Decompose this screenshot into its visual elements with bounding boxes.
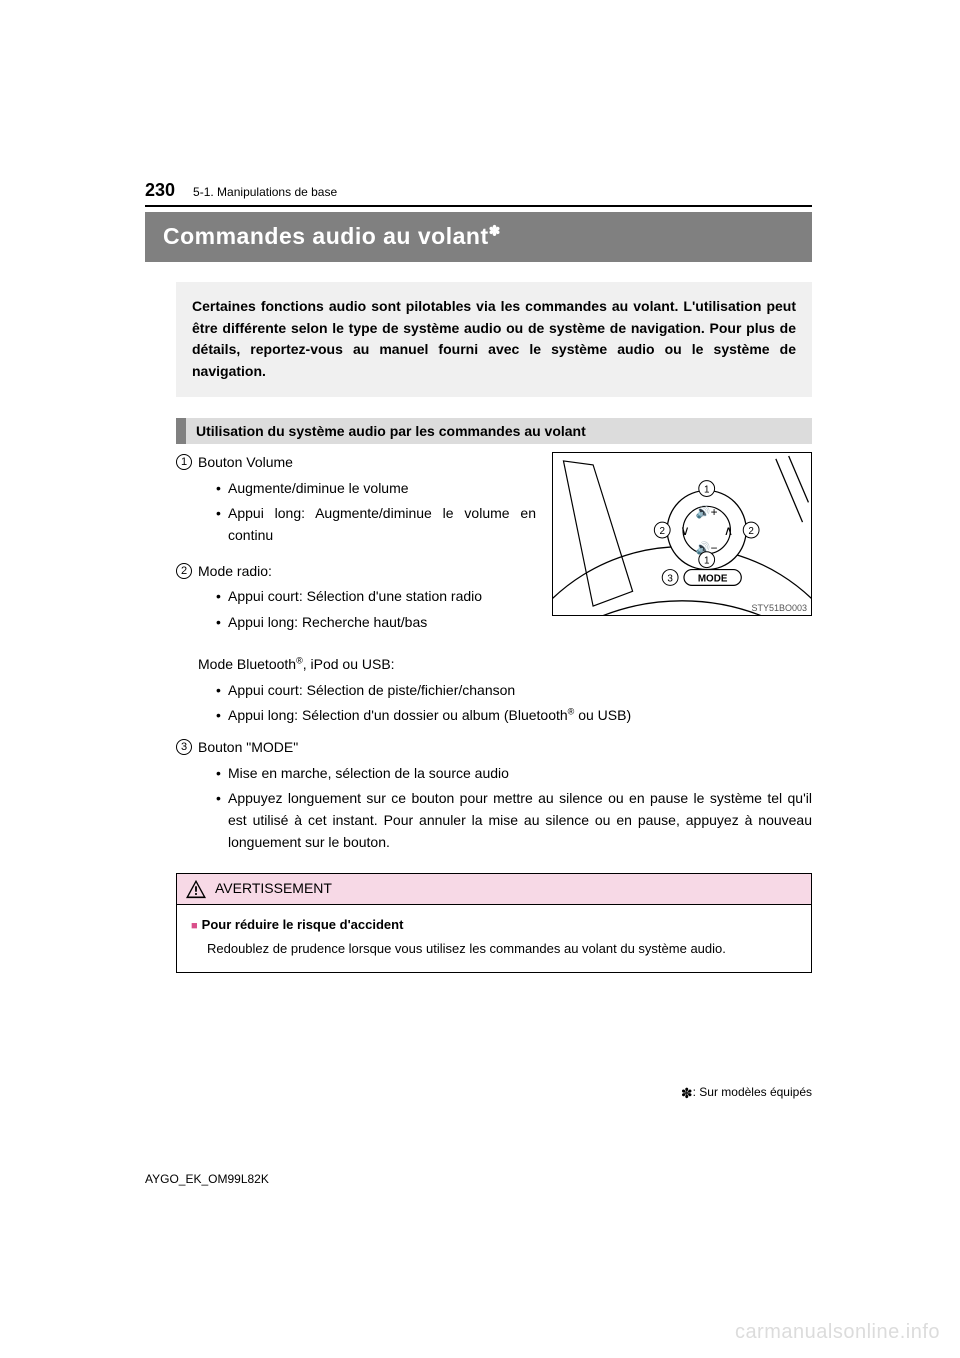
item-2-title: Mode radio: (198, 561, 536, 583)
footnote-asterisk: ✽ (681, 1085, 693, 1101)
chevron-down-icon: ∨ (680, 523, 689, 538)
figure-code: STY51BO003 (751, 603, 807, 613)
item-3-number: 3 (176, 739, 192, 755)
warning-icon (185, 879, 207, 899)
item-1-b1: Augmente/diminue le volume (216, 478, 536, 500)
steering-wheel-figure: 🔊+ 🔊− ∨ ∧ MODE 1 1 2 2 (553, 453, 811, 615)
bt-suffix: , iPod ou USB: (303, 656, 395, 672)
item-2-bt-line: Mode Bluetooth®, iPod ou USB: (198, 654, 812, 676)
item-3-bullets: Mise en marche, sélection de la source a… (198, 763, 812, 854)
document-code: AYGO_EK_OM99L82K (145, 1172, 269, 1186)
item-1-b2: Appui long: Augmente/diminue le volume e… (216, 503, 536, 546)
item-2-b4: Appui long: Sélection d'un dossier ou al… (216, 705, 812, 727)
reg-mark-1: ® (296, 655, 303, 665)
item-1-number: 1 (176, 454, 192, 470)
callout-1-top: 1 (704, 485, 709, 496)
item-3-title: Bouton "MODE" (198, 737, 812, 759)
footnote: ✽: Sur modèles équipés (681, 1085, 812, 1102)
title-label: Commandes audio au volant (163, 223, 489, 249)
two-col: 1 Bouton Volume Augmente/diminue le volu… (176, 452, 812, 648)
warning-body: ■ Pour réduire le risque d'accident Redou… (177, 905, 811, 972)
subhead-bar: Utilisation du système audio par les com… (176, 418, 812, 444)
body-area: 1 Bouton Volume Augmente/diminue le volu… (176, 452, 812, 973)
bt-prefix: Mode Bluetooth (198, 656, 296, 672)
item-2-b2: Appui long: Recherche haut/bas (216, 612, 536, 634)
item-3-b1: Mise en marche, sélection de la source a… (216, 763, 812, 785)
item-2-b3: Appui court: Sélection de piste/fichier/… (216, 680, 812, 702)
title-text: Commandes audio au volant✽ (163, 223, 501, 249)
intro-box: Certaines fonctions audio sont pilotable… (176, 282, 812, 397)
footnote-text: : Sur modèles équipés (693, 1085, 812, 1099)
item-2-body: Mode radio: Appui court: Sélection d'une… (198, 561, 536, 644)
item-2-bullets-b: Appui court: Sélection de piste/fichier/… (176, 680, 812, 727)
header-row: 230 5-1. Manipulations de base (145, 180, 812, 207)
vol-plus-icon: 🔊+ (696, 504, 718, 519)
warning-text: Redoublez de prudence lorsque vous utili… (207, 939, 797, 959)
item-1-body: Bouton Volume Augmente/diminue le volume… (198, 452, 536, 557)
callout-2-left: 2 (660, 526, 665, 537)
text-col-left: 1 Bouton Volume Augmente/diminue le volu… (176, 452, 536, 648)
warning-subtitle: Pour réduire le risque d'accident (202, 917, 404, 932)
item-2-bullets-a: Appui court: Sélection d'une station rad… (198, 586, 536, 633)
item-1-bullets: Augmente/diminue le volume Appui long: A… (198, 478, 536, 547)
figure-box: 🔊+ 🔊− ∨ ∧ MODE 1 1 2 2 (552, 452, 812, 616)
item-3: 3 Bouton "MODE" Mise en marche, sélectio… (176, 737, 812, 863)
warning-box: AVERTISSEMENT ■ Pour réduire le risque d'… (176, 873, 812, 973)
item-2-b4-suffix: ou USB) (574, 707, 631, 723)
warning-title: AVERTISSEMENT (215, 878, 332, 900)
page-number: 230 (145, 180, 175, 201)
title-asterisk: ✽ (489, 222, 501, 238)
title-bar: Commandes audio au volant✽ (145, 212, 812, 262)
item-2-number: 2 (176, 563, 192, 579)
page: 230 5-1. Manipulations de base Commandes… (0, 0, 960, 1358)
warning-header: AVERTISSEMENT (177, 874, 811, 905)
item-2: 2 Mode radio: Appui court: Sélection d'u… (176, 561, 536, 644)
full-width-text: Mode Bluetooth®, iPod ou USB: Appui cour… (176, 654, 812, 973)
watermark: carmanualsonline.info (735, 1321, 940, 1344)
square-marker-icon: ■ (191, 920, 198, 932)
item-3-body: Bouton "MODE" Mise en marche, sélection … (198, 737, 812, 863)
callout-3: 3 (667, 573, 673, 584)
item-1-title: Bouton Volume (198, 452, 536, 474)
item-3-b2: Appuyez longuement sur ce bouton pour me… (216, 788, 812, 853)
item-1: 1 Bouton Volume Augmente/diminue le volu… (176, 452, 536, 557)
callout-2-right: 2 (748, 526, 753, 537)
chevron-up-icon: ∧ (724, 523, 733, 538)
mode-button-label: MODE (698, 573, 728, 584)
section-ref: 5-1. Manipulations de base (193, 185, 337, 199)
callout-1-bottom: 1 (704, 556, 709, 567)
warning-subtitle-row: ■ Pour réduire le risque d'accident (191, 915, 797, 935)
item-2-b1: Appui court: Sélection d'une station rad… (216, 586, 536, 608)
item-2-b4-prefix: Appui long: Sélection d'un dossier ou al… (228, 707, 568, 723)
